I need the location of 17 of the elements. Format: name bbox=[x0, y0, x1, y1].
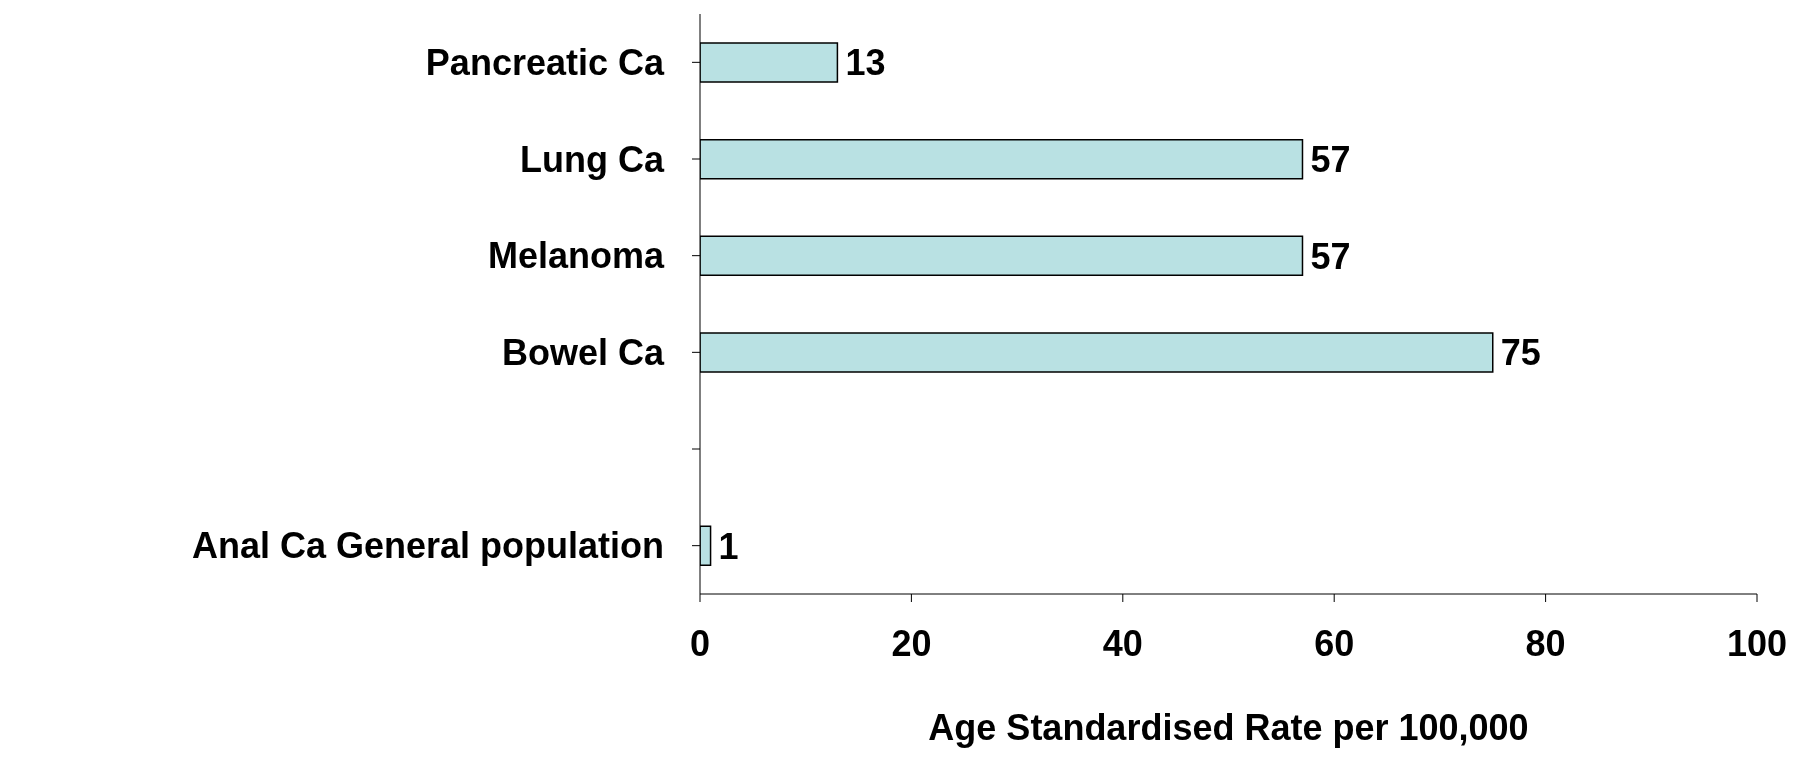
y-tick-label: Bowel Ca bbox=[501, 332, 665, 374]
x-axis-title: Age Standardised Rate per 100,000 bbox=[928, 707, 1529, 748]
data-label: 57 bbox=[1310, 235, 1351, 277]
x-tick-label: 0 bbox=[689, 622, 711, 664]
data-label: 57 bbox=[1310, 138, 1351, 180]
x-tick-label: 20 bbox=[891, 622, 932, 664]
x-tick-label: 60 bbox=[1314, 622, 1355, 664]
y-tick-label: Pancreatic Ca bbox=[425, 42, 665, 84]
y-tick-label: Lung Ca bbox=[520, 138, 665, 180]
x-tick-label: 40 bbox=[1102, 622, 1143, 664]
y-tick-label: Melanoma bbox=[487, 235, 665, 277]
x-tick-label: 100 bbox=[1726, 622, 1788, 664]
data-label: 13 bbox=[845, 42, 886, 84]
x-tick-label: 80 bbox=[1525, 622, 1566, 664]
data-label: 1 bbox=[718, 525, 739, 567]
y-tick-label: Anal Ca General population bbox=[191, 525, 664, 567]
data-label: 75 bbox=[1500, 332, 1541, 374]
